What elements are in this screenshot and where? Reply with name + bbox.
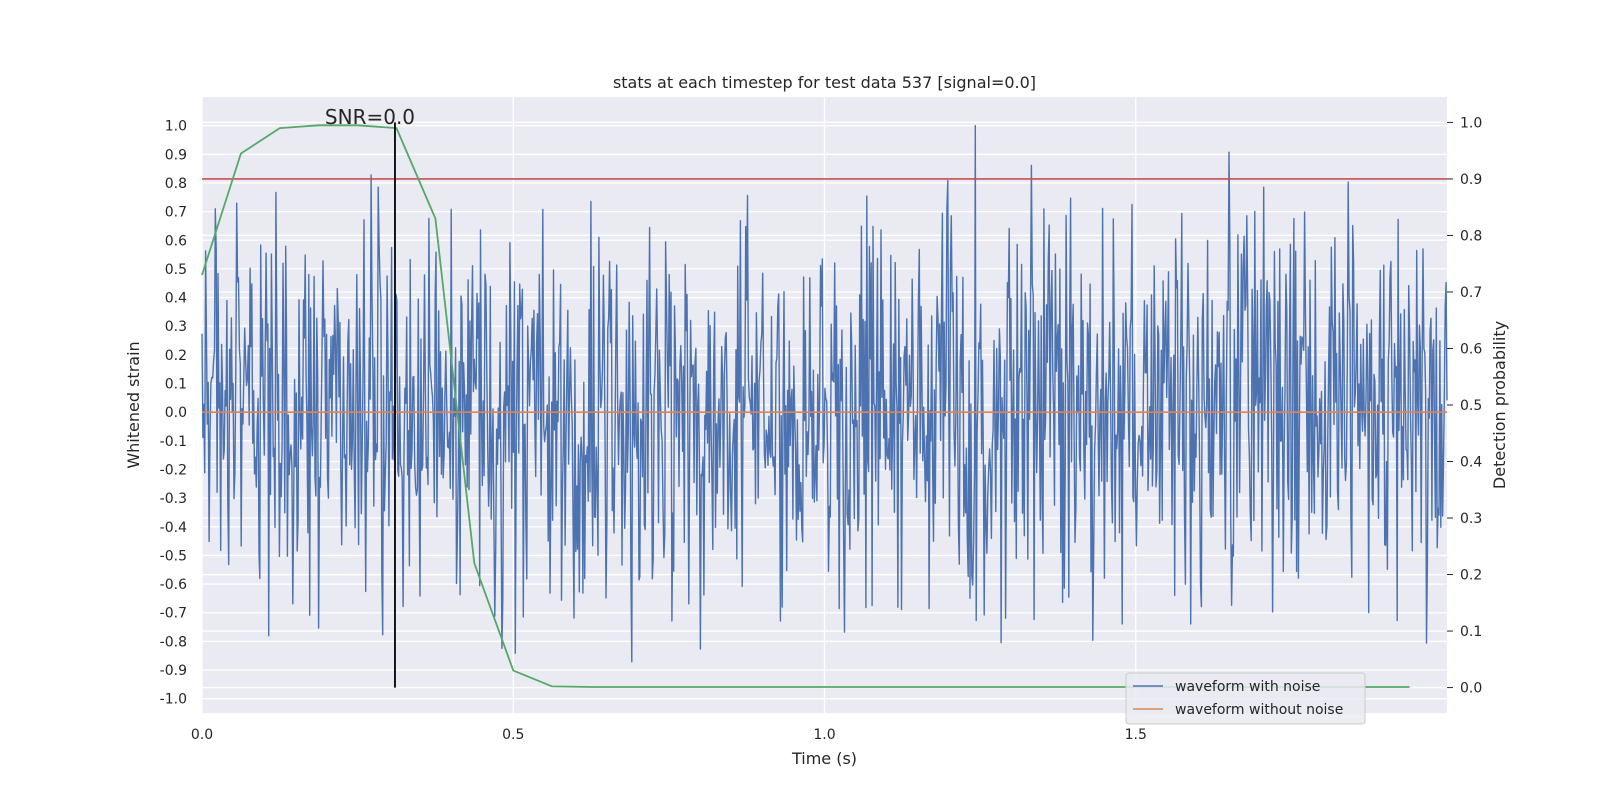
y-tick-label: 0.6 <box>165 233 187 249</box>
y-tick-label: 0.2 <box>165 348 187 364</box>
y2-tick-label: 0.3 <box>1460 511 1482 527</box>
y-tick-label: -0.6 <box>160 577 187 593</box>
y2-tick-label: 0.0 <box>1460 681 1482 697</box>
chart-title: stats at each timestep for test data 537… <box>613 73 1036 92</box>
y-tick-label: -0.4 <box>160 520 187 536</box>
y-tick-label: 0.5 <box>165 262 187 278</box>
y-tick-label: -0.7 <box>160 606 187 622</box>
legend-label-clean: waveform without noise <box>1175 702 1343 718</box>
y-tick-label: 0.8 <box>165 176 187 192</box>
y-tick-label: -1.0 <box>160 692 187 708</box>
y-tick-label: 0.7 <box>165 205 187 221</box>
x-axis-title: Time (s) <box>791 749 857 768</box>
legend: waveform with noise waveform without noi… <box>1125 672 1366 725</box>
y-tick-label: -0.9 <box>160 663 187 679</box>
y2-tick-label: 0.6 <box>1460 341 1482 357</box>
y2-tick-label: 0.7 <box>1460 285 1482 301</box>
y-tick-label: 1.0 <box>165 119 187 135</box>
legend-label-noise: waveform with noise <box>1175 679 1320 695</box>
snr-annotation: SNR=0.0 <box>325 105 415 129</box>
x-tick-label: 1.0 <box>813 727 835 743</box>
y2-axis-title: Detection probability <box>1490 321 1509 489</box>
y-tick-label: 0.9 <box>165 147 187 163</box>
y2-tick-label: 0.4 <box>1460 455 1482 471</box>
series-waveform-with-noise <box>201 124 1448 663</box>
overlay-layer <box>201 122 1447 688</box>
y2-tick-label: 0.5 <box>1460 398 1482 414</box>
y-tick-label: -0.5 <box>160 548 187 564</box>
x-tick-label: 1.5 <box>1125 727 1147 743</box>
y-tick-label: 0.1 <box>165 377 187 393</box>
series-layer <box>201 124 1448 663</box>
x-tick-label: 0.0 <box>191 727 213 743</box>
y2-tick-label: 0.9 <box>1460 172 1482 188</box>
x-tick-label: 0.5 <box>502 727 524 743</box>
y2-tick-label: 0.2 <box>1460 568 1482 584</box>
series-detection-probability <box>201 124 1410 688</box>
y2-tick-label: 1.0 <box>1460 115 1482 131</box>
y-tick-label: 0.0 <box>165 405 187 421</box>
y2-tick-label: 0.1 <box>1460 624 1482 640</box>
y-tick-label: 0.4 <box>165 291 187 307</box>
tick-labels: 0.0 0.5 1.0 1.5 -1.0 -0.9 -0.8 -0.7 -0.6 -0.5 -0.4… <box>160 115 1483 743</box>
grid <box>201 97 1447 713</box>
y2-tick-label: 0.8 <box>1460 228 1482 244</box>
y-tick-label: -0.8 <box>160 634 187 650</box>
y-axis-title: Whitened strain <box>124 341 143 468</box>
y-tick-label: 0.3 <box>165 319 187 335</box>
legend-box <box>1125 672 1366 725</box>
y-tick-label: -0.2 <box>160 462 187 478</box>
y-tick-label: -0.1 <box>160 434 187 450</box>
y-tick-label: -0.3 <box>160 491 187 507</box>
